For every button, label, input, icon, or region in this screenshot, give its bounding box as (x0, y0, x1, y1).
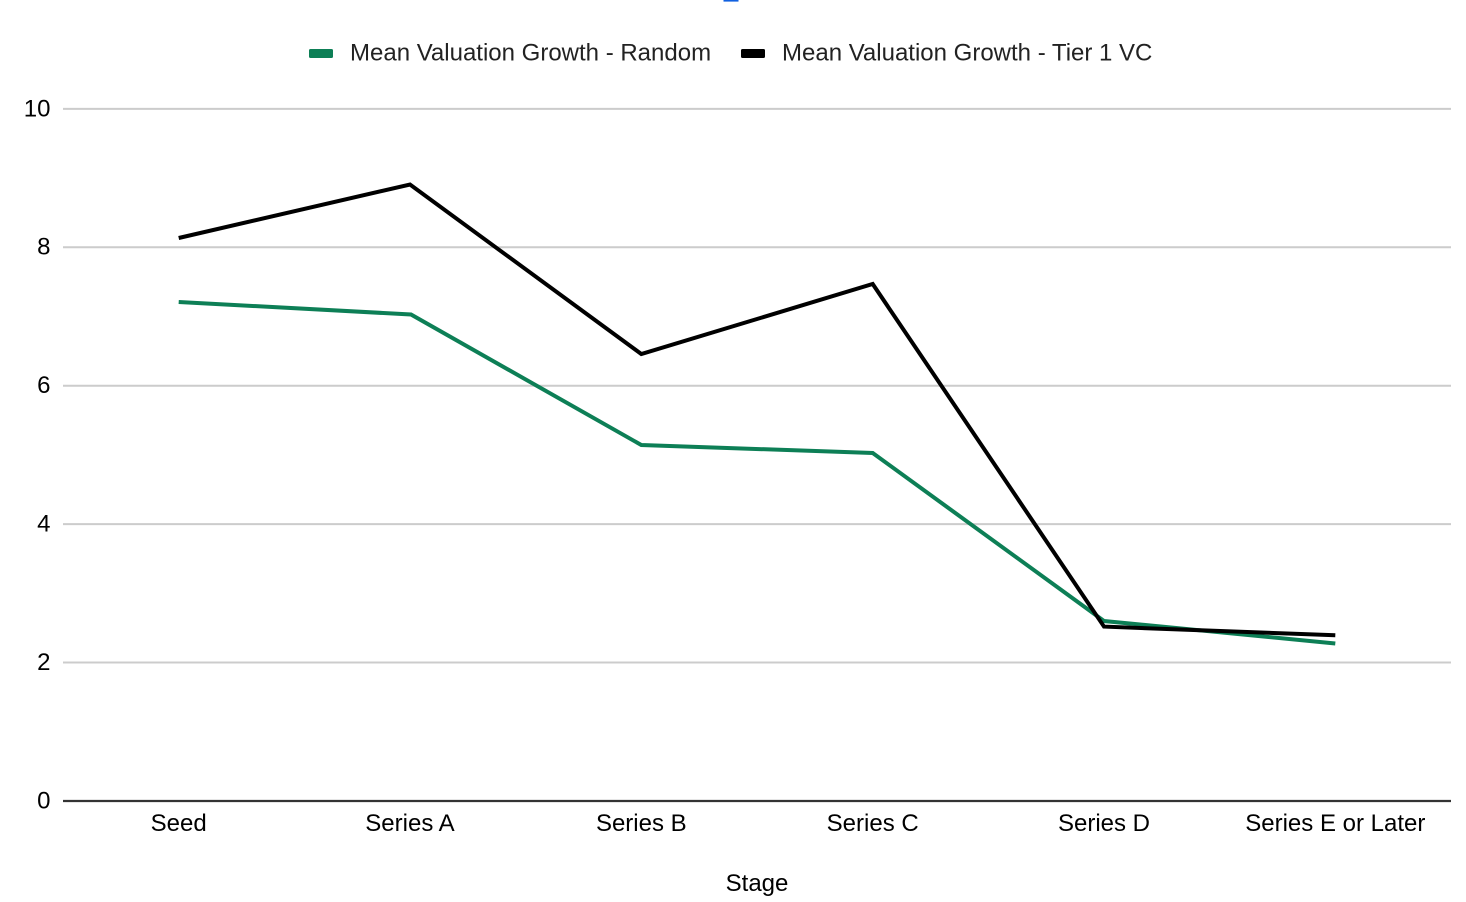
svg-text:Series D: Series D (1058, 810, 1150, 837)
svg-text:Series A: Series A (365, 810, 454, 837)
svg-text:Seed: Seed (151, 810, 207, 837)
svg-text:0: 0 (37, 787, 50, 814)
svg-text:10: 10 (24, 95, 51, 122)
svg-text:Series C: Series C (827, 810, 919, 837)
svg-text:2: 2 (37, 649, 50, 676)
svg-text:Series B: Series B (596, 810, 687, 837)
svg-text:4: 4 (37, 511, 50, 538)
svg-text:8: 8 (37, 234, 50, 261)
svg-text:6: 6 (37, 372, 50, 399)
svg-text:Stage: Stage (726, 870, 789, 897)
svg-text:Mean Valuation Growth - Tier 1: Mean Valuation Growth - Tier 1 VC (782, 40, 1152, 67)
svg-text:Mean Valuation Growth - Random: Mean Valuation Growth - Random (350, 40, 711, 67)
svg-text:Series E or Later: Series E or Later (1245, 810, 1425, 837)
